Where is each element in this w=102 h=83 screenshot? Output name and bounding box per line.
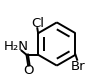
Text: H₂N: H₂N xyxy=(4,40,29,53)
Text: O: O xyxy=(23,64,33,77)
Text: Cl: Cl xyxy=(31,17,44,30)
Text: Br: Br xyxy=(70,60,85,73)
